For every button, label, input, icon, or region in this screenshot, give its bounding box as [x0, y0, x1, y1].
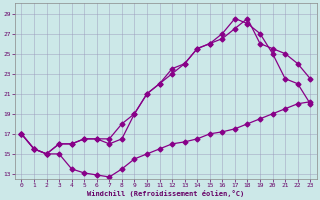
X-axis label: Windchill (Refroidissement éolien,°C): Windchill (Refroidissement éolien,°C) — [87, 190, 244, 197]
